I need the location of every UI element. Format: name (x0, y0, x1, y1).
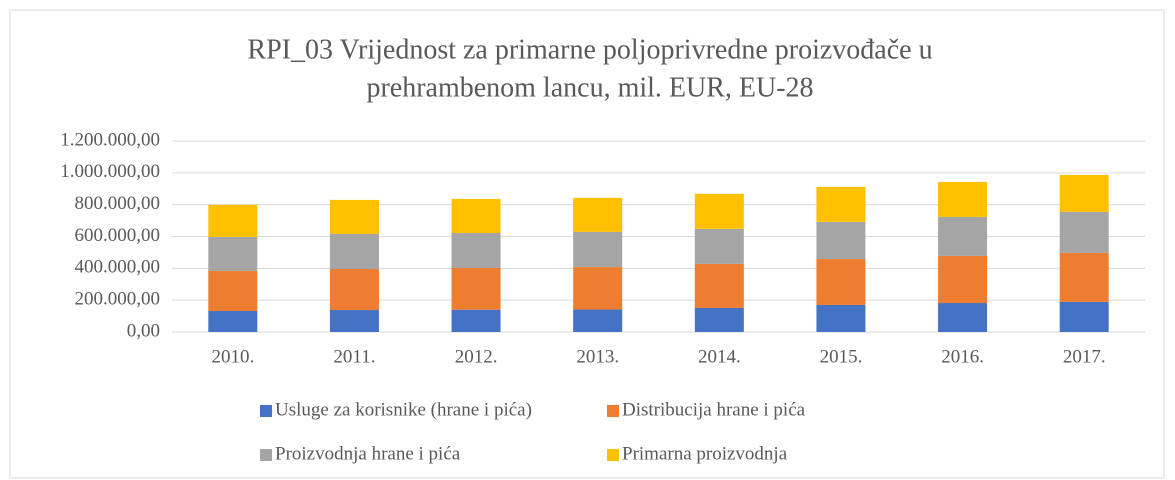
legend-swatch (260, 449, 272, 461)
x-tick-label: 2010. (211, 346, 254, 367)
bar-segment (1059, 252, 1109, 302)
y-tick-label: 200.000,00 (75, 289, 161, 310)
bar-segment (694, 228, 744, 264)
legend-swatch (607, 405, 619, 417)
legend-label: Primarna proizvodnja (622, 443, 788, 464)
bar-segment (573, 309, 623, 332)
bar-segment (938, 303, 988, 332)
bar-segment (573, 267, 623, 310)
bar-segment (208, 270, 258, 311)
bar-segment (1059, 174, 1109, 212)
bar-segment (938, 181, 988, 217)
bar-segment (208, 310, 258, 332)
legend-label: Usluge za korisnike (hrane i pića) (275, 399, 532, 420)
y-tick-label: 400.000,00 (75, 257, 161, 278)
x-tick-label: 2016. (941, 346, 984, 367)
legend-swatch (607, 449, 619, 461)
bar-segment (329, 268, 379, 311)
bar-segment (1059, 211, 1109, 253)
legend-label: Distribucija hrane i pića (622, 399, 806, 420)
bar-segment (451, 268, 501, 310)
x-tick-label: 2013. (576, 346, 619, 367)
legend-swatch (260, 405, 272, 417)
x-tick-label: 2015. (820, 346, 863, 367)
y-tick-label: 0,00 (127, 320, 160, 341)
x-tick-label: 2011. (333, 346, 375, 367)
chart-title: RPI_03 Vrijednost za primarne poljoprivr… (247, 34, 932, 65)
bar-segment (816, 258, 866, 305)
bar-segment (694, 307, 744, 332)
bar-segment (938, 255, 988, 304)
bar-segment (573, 231, 623, 268)
bar-segment (816, 221, 866, 259)
bar-segment (208, 236, 258, 271)
y-tick-label: 1.200.000,00 (60, 129, 160, 150)
bar-segment (816, 186, 866, 222)
bar-segment (451, 232, 501, 269)
bar-segment (451, 309, 501, 332)
x-tick-label: 2017. (1063, 346, 1106, 367)
y-tick-label: 1.000.000,00 (60, 161, 160, 182)
y-tick-label: 800.000,00 (75, 193, 161, 214)
x-tick-label: 2014. (698, 346, 741, 367)
bar-segment (208, 204, 258, 237)
bar-segment (329, 199, 379, 234)
bar-segment (1059, 301, 1109, 332)
bar-segment (816, 304, 866, 332)
x-tick-label: 2012. (455, 346, 498, 367)
bar-segment (573, 197, 623, 232)
y-tick-label: 600.000,00 (75, 225, 161, 246)
bar-segment (938, 216, 988, 256)
bar-segment (694, 193, 744, 229)
chart-title: prehrambenom lancu, mil. EUR, EU-28 (366, 72, 813, 103)
legend-label: Proizvodnja hrane i pića (275, 443, 461, 464)
bar-segment (694, 263, 744, 308)
bar-segment (451, 198, 501, 233)
bar-segment (329, 233, 379, 269)
bar-segment (329, 310, 379, 332)
